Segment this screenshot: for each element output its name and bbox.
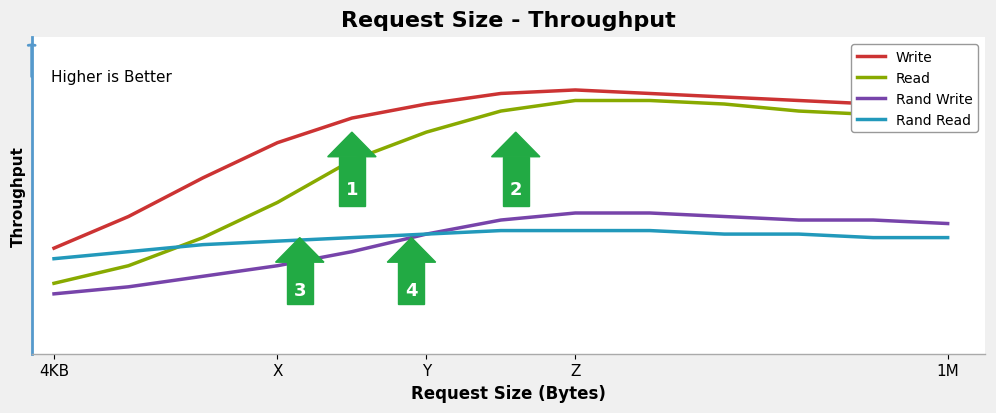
Rand Write [868,218,879,223]
Y-axis label: Throughput: Throughput [11,146,26,246]
Text: Higher is Better: Higher is Better [51,70,171,85]
Bar [287,263,313,305]
Rand Read [123,249,134,254]
Write [272,141,284,146]
Line: Read: Read [54,101,947,284]
Write [868,102,879,107]
Write [643,92,655,97]
Rand Write [197,274,209,279]
Polygon shape [276,238,324,263]
Rand Write [570,211,582,216]
Read [420,131,432,135]
Bar [398,263,424,305]
Read [941,120,953,125]
Rand Read [868,235,879,240]
Polygon shape [328,133,376,157]
Bar [503,157,529,206]
Write [346,116,358,121]
Write [48,246,60,251]
Title: Request Size - Throughput: Request Size - Throughput [341,11,675,31]
Read [718,102,730,107]
Rand Write [420,232,432,237]
Read [643,99,655,104]
Rand Write [123,285,134,290]
Rand Read [793,232,805,237]
Write [941,106,953,111]
Read [346,159,358,164]
Rand Read [643,228,655,233]
Read [868,113,879,118]
Rand Read [570,228,582,233]
Text: 2: 2 [510,180,522,198]
Read [272,200,284,205]
Rand Write [793,218,805,223]
Rand Read [346,235,358,240]
Legend: Write, Read, Rand Write, Rand Read: Write, Read, Rand Write, Rand Read [852,45,978,133]
X-axis label: Request Size (Bytes): Request Size (Bytes) [410,384,606,402]
Text: 4: 4 [405,281,417,299]
Rand Read [272,239,284,244]
Read [123,263,134,268]
Rand Read [941,235,953,240]
Rand Read [420,232,432,237]
Write [495,92,507,97]
Rand Write [48,292,60,297]
Write [197,176,209,181]
Rand Write [272,263,284,268]
Rand Write [346,249,358,254]
Rand Read [197,242,209,247]
Line: Rand Write: Rand Write [54,214,947,294]
Rand Read [718,232,730,237]
Rand Read [495,228,507,233]
Text: 1: 1 [346,180,359,198]
Rand Write [941,221,953,226]
Read [197,235,209,240]
Rand Write [718,214,730,219]
Polygon shape [491,133,540,157]
Text: 3: 3 [294,281,306,299]
Bar [339,157,365,206]
Rand Write [643,211,655,216]
Line: Rand Read: Rand Read [54,231,947,259]
Rand Read [48,256,60,261]
Read [495,109,507,114]
Write [420,102,432,107]
Write [123,214,134,219]
Write [570,88,582,93]
Read [48,281,60,286]
Rand Write [495,218,507,223]
Write [718,95,730,100]
Line: Write: Write [54,91,947,249]
Polygon shape [387,238,435,263]
Read [570,99,582,104]
Write [793,99,805,104]
Read [793,109,805,114]
